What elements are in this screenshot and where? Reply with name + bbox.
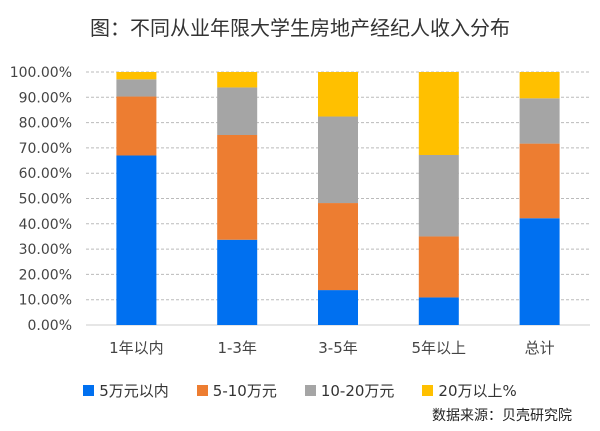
- bar-segment-4: [318, 72, 358, 117]
- bar-segment-2: [217, 134, 258, 240]
- bar-segment-3: [418, 154, 459, 237]
- y-tick-label: 0.00%: [28, 318, 72, 334]
- y-tick-label: 10.00%: [19, 293, 72, 309]
- bar-segment-4: [418, 72, 459, 155]
- x-tick-label: 3-5年: [318, 339, 358, 357]
- legend-label: 5万元以内: [99, 382, 169, 400]
- y-tick-label: 50.00%: [19, 192, 72, 208]
- x-tick-label: 1年以内: [109, 339, 164, 357]
- source-note: 数据来源：贝壳研究院: [432, 408, 572, 424]
- legend-swatch: [304, 385, 316, 396]
- legend-label: 5-10万元: [212, 382, 277, 400]
- y-tick-label: 20.00%: [19, 267, 72, 283]
- legend: 5万元以内 5-10万元 10-20万元 20万以上%: [0, 380, 600, 401]
- y-tick-label: 30.00%: [19, 242, 72, 258]
- y-tick-label: 90.00%: [19, 90, 72, 106]
- legend-item: 10-20万元: [304, 380, 395, 401]
- bar-segment-2: [519, 143, 560, 219]
- y-tick-label: 70.00%: [19, 141, 72, 157]
- bar-segment-2: [116, 96, 157, 156]
- bar-segment-1: [318, 290, 358, 325]
- y-tick-label: 80.00%: [19, 116, 72, 132]
- legend-swatch: [196, 385, 208, 396]
- bar-segment-2: [418, 236, 459, 298]
- bar-segment-3: [318, 116, 358, 204]
- legend-swatch: [83, 385, 95, 396]
- x-tick-label: 5年以上: [412, 339, 467, 357]
- bar-segment-1: [116, 155, 157, 325]
- bar-segment-3: [519, 98, 560, 144]
- bar-segment-4: [519, 72, 560, 99]
- bar-segment-1: [519, 218, 560, 325]
- legend-item: 5-10万元: [196, 380, 277, 401]
- x-tick-label: 总计: [525, 339, 555, 357]
- bar-segment-4: [116, 72, 157, 80]
- y-tick-label: 40.00%: [19, 217, 72, 233]
- legend-item: 5万元以内: [83, 380, 169, 401]
- bar-segment-3: [217, 87, 258, 135]
- x-tick-label: 1-3年: [217, 339, 257, 357]
- chart-title: 图：不同从业年限大学生房地产经纪人收入分布: [90, 16, 510, 40]
- y-tick-label: 60.00%: [19, 166, 72, 182]
- legend-label: 20万以上%: [438, 382, 517, 400]
- bar-segment-3: [116, 79, 157, 97]
- legend-label: 10-20万元: [320, 382, 395, 400]
- y-tick-label: 100.00%: [10, 65, 72, 81]
- bar-segment-1: [217, 239, 258, 325]
- bar-segment-4: [217, 72, 258, 88]
- legend-swatch: [422, 385, 434, 396]
- legend-item: 20万以上%: [422, 380, 517, 401]
- bar-segment-2: [318, 203, 358, 291]
- bar-segment-1: [418, 297, 459, 325]
